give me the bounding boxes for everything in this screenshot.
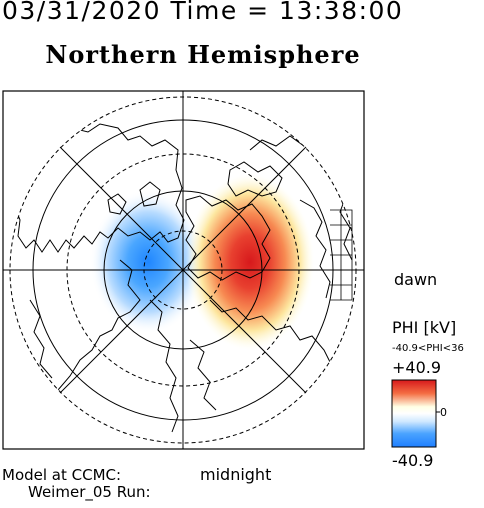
model-credit-line2: Weimer_05 Run: <box>28 483 151 501</box>
colorbar-range-text: -40.9<PHI<36 <box>392 343 464 354</box>
colorbar-zero-label: 0 <box>440 406 447 419</box>
model-credit-line1: Model at CCMC: <box>2 466 122 484</box>
coastlines <box>13 123 353 433</box>
meridian-diag-2 <box>59 146 307 394</box>
midnight-label: midnight <box>200 465 272 484</box>
colorbar-max-label: +40.9 <box>392 358 442 377</box>
chart-title: Northern Hemisphere <box>45 40 361 69</box>
timestamp-header: 03/31/2020 Time = 13:38:00 <box>2 0 404 25</box>
colorbar <box>391 379 437 448</box>
meridian-grid <box>3 91 364 449</box>
dawn-cell-positive <box>186 174 314 350</box>
plot-frame <box>2 90 365 450</box>
dawn-label: dawn <box>394 270 438 289</box>
edge-grid <box>330 209 353 301</box>
dusk-cell-negative <box>90 190 206 334</box>
colorbar-title: PHI [kV] <box>392 318 457 337</box>
colorbar-min-label: -40.9 <box>392 451 434 470</box>
potential-cells <box>90 174 314 350</box>
